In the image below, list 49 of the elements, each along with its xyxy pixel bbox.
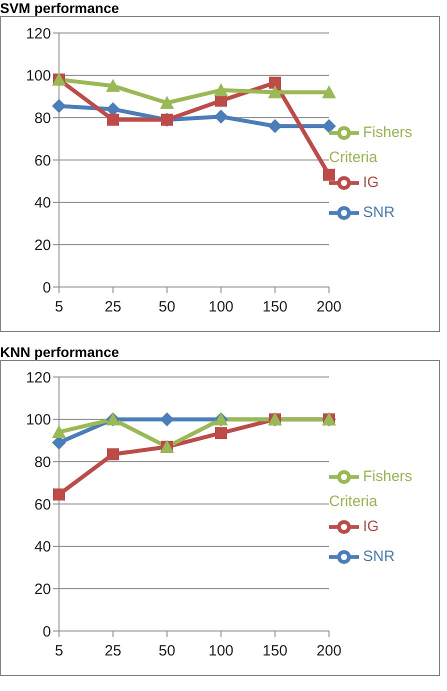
x-tick-label: 150 bbox=[262, 642, 288, 660]
x-tick-label: 100 bbox=[208, 642, 234, 660]
x-tick-label: 50 bbox=[158, 298, 176, 316]
y-tick-label: 40 bbox=[34, 538, 51, 556]
point bbox=[214, 110, 228, 124]
point bbox=[52, 425, 66, 438]
point bbox=[160, 96, 174, 109]
legend-label: IG bbox=[363, 518, 379, 535]
x-tick-label: 150 bbox=[262, 298, 288, 316]
point bbox=[322, 85, 336, 98]
legend-label: SNR bbox=[363, 204, 395, 221]
point bbox=[323, 168, 335, 181]
y-tick-label: 40 bbox=[34, 194, 51, 212]
y-tick-label: 0 bbox=[42, 623, 51, 640]
x-tick-label: 100 bbox=[208, 298, 234, 316]
y-tick-label: 120 bbox=[26, 369, 51, 386]
point bbox=[322, 119, 336, 134]
point bbox=[106, 78, 120, 92]
y-tick-label: 60 bbox=[34, 496, 51, 514]
y-tick-label: 60 bbox=[34, 152, 51, 170]
y-tick-label: 20 bbox=[34, 236, 51, 254]
x-tick-label: 25 bbox=[104, 298, 122, 316]
y-tick-label: 0 bbox=[42, 279, 51, 296]
point bbox=[160, 412, 174, 426]
point bbox=[215, 427, 227, 440]
point bbox=[107, 448, 119, 460]
y-tick-label: 120 bbox=[26, 25, 51, 42]
chart-title: KNN performance bbox=[0, 344, 120, 360]
x-tick-label: 25 bbox=[104, 642, 122, 660]
y-tick-label: 80 bbox=[34, 110, 51, 127]
point bbox=[268, 85, 282, 98]
point bbox=[269, 76, 281, 89]
point bbox=[268, 119, 282, 134]
x-tick-label: 200 bbox=[316, 298, 342, 316]
x-tick-label: 5 bbox=[54, 298, 64, 316]
point bbox=[107, 114, 119, 126]
y-tick-label: 100 bbox=[26, 68, 51, 85]
point bbox=[52, 99, 66, 114]
legend-label: SNR bbox=[363, 548, 395, 565]
x-tick-label: 50 bbox=[158, 642, 176, 660]
point bbox=[214, 83, 228, 96]
x-tick-label: 200 bbox=[316, 642, 342, 660]
chart-title: SVM performance bbox=[0, 0, 120, 16]
y-tick-label: 100 bbox=[26, 412, 51, 429]
point bbox=[53, 488, 65, 500]
x-tick-label: 5 bbox=[54, 642, 64, 660]
y-tick-label: 80 bbox=[34, 454, 51, 471]
legend-label: IG bbox=[363, 174, 379, 191]
y-tick-label: 20 bbox=[34, 580, 51, 598]
